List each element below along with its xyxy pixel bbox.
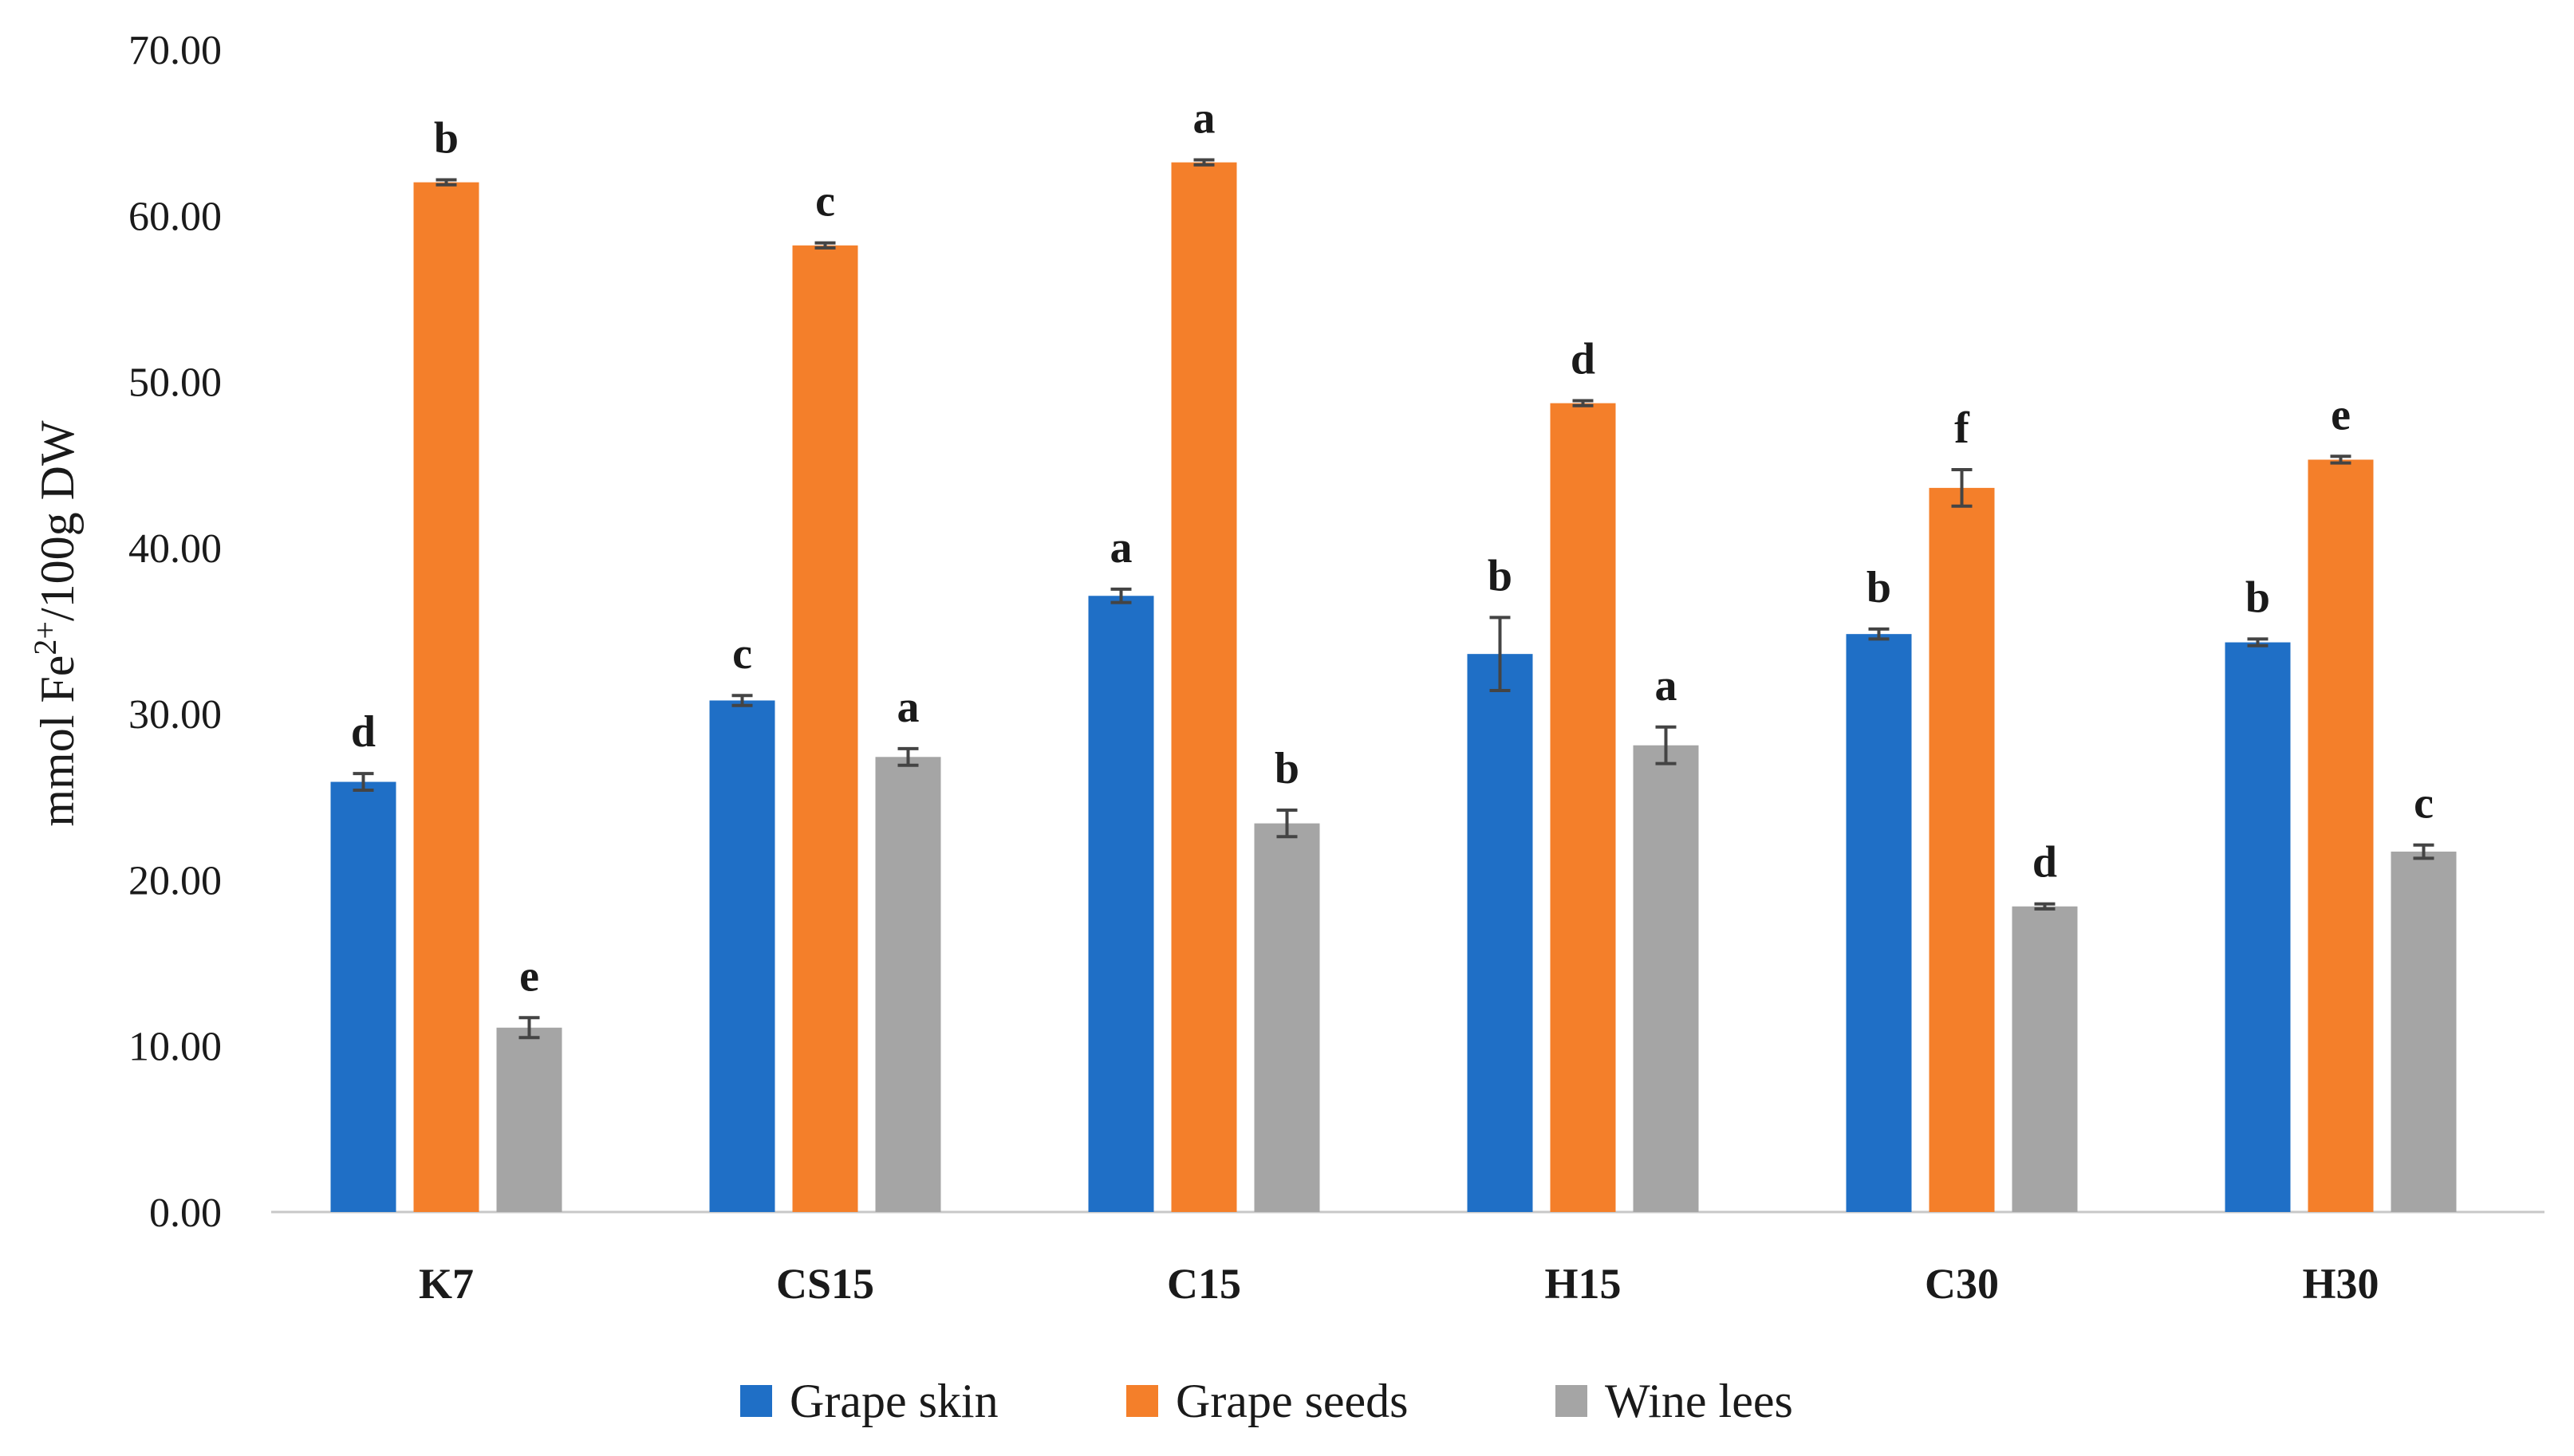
x-category-label: H15 — [1544, 1260, 1621, 1308]
significance-letter: b — [1275, 744, 1299, 793]
significance-letter: a — [1193, 94, 1216, 144]
bar-wine-lees-h30 — [2391, 852, 2457, 1212]
y-tick-label: 50.00 — [128, 360, 222, 406]
y-tick-label: 30.00 — [128, 692, 222, 738]
y-tick-label: 70.00 — [128, 28, 222, 73]
bar-grape-skin-h15 — [1467, 654, 1533, 1212]
legend-swatch — [740, 1385, 772, 1417]
bar-grape-skin-h30 — [2225, 642, 2291, 1212]
legend-label: Wine lees — [1605, 1375, 1793, 1427]
bar-grape-seeds-c30 — [1929, 487, 1995, 1212]
significance-letter: b — [2245, 573, 2270, 622]
x-category-label: K7 — [419, 1260, 474, 1308]
significance-letter: b — [1488, 551, 1512, 600]
y-axis-ticks: 0.00 10.00 20.00 30.00 40.00 50.00 60.00 70.00 — [128, 28, 222, 1236]
x-category-label: C30 — [1925, 1260, 1999, 1308]
significance-letter: a — [897, 683, 920, 732]
x-category-label: CS15 — [776, 1260, 874, 1308]
bar-grape-seeds-h15 — [1550, 403, 1616, 1212]
x-category-label: H30 — [2302, 1260, 2379, 1308]
legend-label: Grape skin — [790, 1375, 999, 1427]
legend-swatch — [1126, 1385, 1158, 1417]
y-tick-label: 0.00 — [149, 1190, 222, 1236]
category-labels: K7 CS15 C15 H15 C30 H30 — [419, 1260, 2379, 1308]
x-category-label: C15 — [1167, 1260, 1241, 1308]
bar-wine-lees-k7 — [496, 1027, 562, 1212]
significance-letter: b — [434, 114, 459, 163]
significance-letter: a — [1655, 661, 1677, 710]
bar-grape-seeds-cs15 — [792, 245, 858, 1213]
legend-label: Grape seeds — [1176, 1375, 1409, 1427]
bar-grape-skin-k7 — [330, 781, 396, 1212]
significance-letter: d — [351, 707, 376, 757]
significance-letter: c — [732, 629, 752, 679]
bar-grape-skin-c30 — [1846, 634, 1912, 1212]
y-axis-label-prefix: mmol Fe — [31, 655, 84, 827]
bar-wine-lees-h15 — [1633, 745, 1699, 1212]
y-tick-label: 40.00 — [128, 526, 222, 572]
significance-letter: d — [1571, 335, 1595, 384]
bar-wine-lees-c15 — [1254, 823, 1320, 1212]
bars: d b e c c a a a b b d a b f d b e c — [330, 94, 2457, 1213]
significance-letter: c — [815, 177, 835, 226]
y-tick-label: 10.00 — [128, 1025, 222, 1070]
significance-letter: a — [1110, 523, 1133, 573]
y-axis-label-suffix: /100g DW — [31, 420, 84, 621]
significance-letter: d — [2032, 838, 2057, 887]
bar-wine-lees-c30 — [2012, 906, 2078, 1212]
bar-wine-lees-cs15 — [875, 757, 941, 1212]
legend: Grape skin Grape seeds Wine lees — [740, 1375, 1793, 1427]
significance-letter: e — [2331, 390, 2351, 439]
bar-grape-seeds-k7 — [413, 182, 479, 1213]
y-axis-label: mmol Fe2+/100g DW — [27, 420, 84, 827]
significance-letter: f — [1954, 403, 1970, 453]
bar-grape-skin-c15 — [1088, 596, 1154, 1212]
bar-grape-skin-cs15 — [709, 700, 775, 1212]
y-axis-label-superscript: 2+ — [27, 621, 63, 655]
y-tick-label: 60.00 — [128, 194, 222, 239]
bar-grape-seeds-h30 — [2308, 459, 2374, 1212]
significance-letter: b — [1866, 563, 1891, 612]
significance-letter: e — [519, 951, 539, 1001]
legend-swatch — [1555, 1385, 1587, 1417]
bar-grape-seeds-c15 — [1171, 162, 1237, 1213]
y-tick-label: 20.00 — [128, 858, 222, 903]
significance-letter: c — [2414, 779, 2434, 828]
